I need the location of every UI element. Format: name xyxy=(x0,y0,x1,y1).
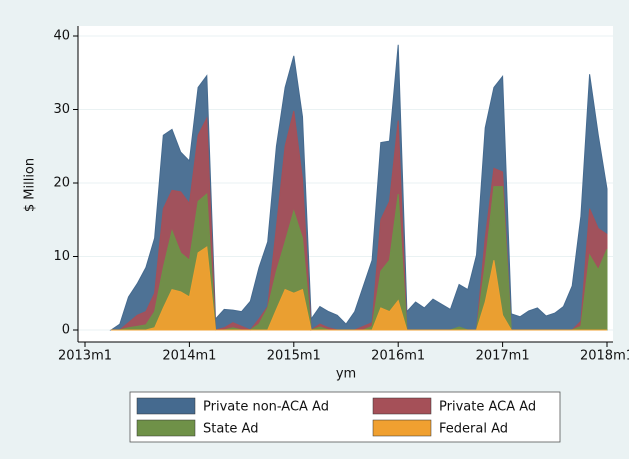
x-tick-label: 2018m1 xyxy=(580,349,629,364)
y-tick-label: 10 xyxy=(53,249,70,264)
legend-swatch xyxy=(372,419,432,437)
y-axis-title: $ Million xyxy=(23,158,38,212)
x-axis-title: ym xyxy=(336,367,356,382)
legend-swatch xyxy=(136,419,196,437)
x-tick-label: 2016m1 xyxy=(371,349,425,364)
legend xyxy=(129,391,561,443)
legend-swatch xyxy=(136,397,196,415)
legend-label: State Ad xyxy=(203,422,258,437)
y-tick-label: 40 xyxy=(53,29,70,44)
x-tick-label: 2017m1 xyxy=(476,349,530,364)
legend-label: Private ACA Ad xyxy=(439,400,536,415)
x-tick-label: 2014m1 xyxy=(162,349,216,364)
x-tick-label: 2013m1 xyxy=(58,349,112,364)
legend-label: Federal Ad xyxy=(439,422,508,437)
area xyxy=(111,246,607,331)
y-tick-label: 20 xyxy=(53,176,70,191)
legend-swatch xyxy=(372,397,432,415)
y-tick-label: 0 xyxy=(62,323,70,338)
x-tick-label: 2015m1 xyxy=(267,349,321,364)
legend-label: Private non-ACA Ad xyxy=(203,400,329,415)
y-tick-label: 30 xyxy=(53,102,70,117)
